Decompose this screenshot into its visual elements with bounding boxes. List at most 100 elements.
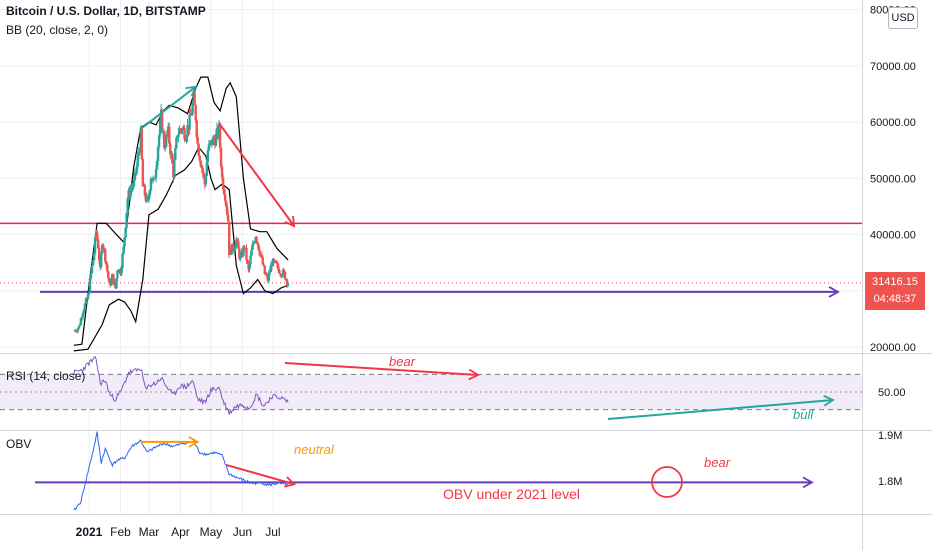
candle-body xyxy=(79,318,83,325)
candle xyxy=(186,118,189,143)
candle-body xyxy=(283,271,287,280)
candle xyxy=(252,241,255,247)
candle xyxy=(104,247,107,264)
candle xyxy=(237,237,240,249)
candle-body xyxy=(157,135,161,147)
candle-body xyxy=(201,168,204,174)
candle-body xyxy=(101,244,104,254)
candle xyxy=(248,262,251,273)
candle-body xyxy=(74,330,77,332)
last-price-tag: 31416.15 04:48:37 xyxy=(865,272,925,310)
candle-body xyxy=(97,248,101,261)
candle xyxy=(283,271,287,280)
candle-body xyxy=(131,186,134,189)
candle xyxy=(162,129,166,150)
candle-body xyxy=(271,259,275,267)
candle xyxy=(77,326,81,330)
candle-body xyxy=(211,137,215,145)
obv-label: OBV xyxy=(6,437,32,451)
candle-body xyxy=(236,239,239,241)
candle-body xyxy=(220,166,224,178)
candle xyxy=(141,157,145,187)
candle xyxy=(277,265,281,274)
candle-body xyxy=(90,265,94,274)
candle xyxy=(93,236,97,256)
candle-body xyxy=(88,278,92,293)
candle xyxy=(286,282,290,287)
rsi-line xyxy=(73,355,289,415)
candle-body xyxy=(164,146,167,148)
candle-body xyxy=(106,264,109,272)
candle-body xyxy=(223,194,227,202)
candle-body xyxy=(151,178,155,181)
time-tick-label: Apr xyxy=(171,525,190,539)
time-tick-label: Jul xyxy=(265,525,280,539)
candle-body xyxy=(196,137,199,145)
price-tick-label: 70000.00 xyxy=(870,61,916,73)
candle-body xyxy=(112,274,115,284)
candle-body xyxy=(102,244,105,249)
candle-body xyxy=(183,128,186,140)
last-price-countdown: 04:48:37 xyxy=(873,293,917,305)
candle-body xyxy=(141,159,145,187)
obv-bear-arrow xyxy=(225,463,297,488)
candles xyxy=(73,87,290,334)
candle-body xyxy=(169,143,172,155)
candle-body xyxy=(130,188,133,190)
candle-body xyxy=(265,274,268,276)
candle-body xyxy=(206,150,210,163)
candle-body xyxy=(279,274,283,277)
obv-bear-text: bear xyxy=(704,455,731,470)
candle-body xyxy=(264,274,267,276)
candle-body xyxy=(75,331,79,333)
candle-body xyxy=(249,255,252,265)
time-tick-label: Jun xyxy=(233,525,252,539)
candle xyxy=(89,271,93,282)
candle-body xyxy=(81,312,85,318)
candle-body xyxy=(198,155,201,161)
candle-body xyxy=(278,273,282,275)
candle xyxy=(126,196,129,216)
obv-line xyxy=(73,431,289,511)
candle-body xyxy=(261,256,264,265)
candle-body xyxy=(268,271,272,274)
candle-body xyxy=(158,120,162,136)
candle-body xyxy=(174,148,177,160)
candle-body xyxy=(256,242,259,245)
candle-body xyxy=(93,237,97,254)
currency-button[interactable]: USD xyxy=(888,7,918,29)
candle xyxy=(125,212,128,231)
candle-body xyxy=(108,278,111,283)
candle xyxy=(151,175,155,184)
candle-body xyxy=(110,278,113,286)
candle-body xyxy=(232,243,235,250)
candle-body xyxy=(202,173,206,177)
candle-body xyxy=(221,177,225,190)
time-tick-label: Mar xyxy=(139,525,160,539)
candle-body xyxy=(156,146,160,161)
candle-body xyxy=(280,275,284,277)
candle-body xyxy=(91,260,95,266)
candle-body xyxy=(125,212,128,228)
candle-body xyxy=(133,172,136,181)
candle-body xyxy=(275,262,279,264)
candle xyxy=(156,145,160,166)
candle-body xyxy=(200,166,203,169)
candle-body xyxy=(214,133,218,146)
candle-body xyxy=(85,298,89,300)
candle xyxy=(188,108,191,135)
candle xyxy=(148,189,152,198)
candle xyxy=(133,168,136,186)
candle-body xyxy=(285,279,289,285)
rsi-bull-arrow xyxy=(607,394,835,420)
candle xyxy=(226,210,230,223)
candle-body xyxy=(258,250,261,256)
candle xyxy=(115,277,118,290)
candle-body xyxy=(160,109,164,133)
candle-body xyxy=(253,242,256,244)
rsi-bear-arrow xyxy=(284,362,480,381)
candle xyxy=(257,244,260,251)
chart-title: Bitcoin / U.S. Dollar, 1D, BITSTAMP xyxy=(6,4,206,18)
obv-note-text: OBV under 2021 level xyxy=(443,486,580,502)
